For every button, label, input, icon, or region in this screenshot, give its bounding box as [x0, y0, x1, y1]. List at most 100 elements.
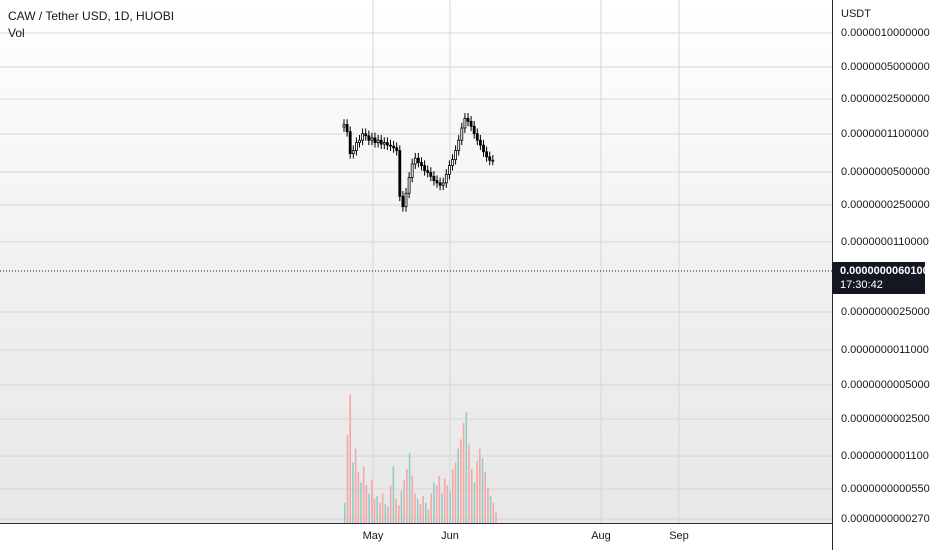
- volume-bar: [452, 469, 454, 523]
- price-axis-label: 0.0000002500000: [841, 93, 930, 105]
- volume-bar: [462, 423, 465, 523]
- time-axis-label: Aug: [591, 530, 611, 542]
- volume-bar: [414, 493, 416, 523]
- volume-bar: [476, 460, 478, 523]
- price-axis-label: 0.0000000005000: [841, 379, 930, 391]
- volume-bar: [473, 482, 476, 523]
- price-axis-label: 0.0000005000000: [841, 61, 930, 73]
- time-axis-label: Sep: [669, 530, 689, 542]
- volume-bar: [479, 448, 481, 523]
- volume-bar: [395, 498, 397, 523]
- volume-bar: [392, 466, 395, 523]
- candle-body: [367, 135, 371, 141]
- candle-body: [416, 157, 420, 163]
- volume-bar: [425, 502, 427, 523]
- volume-legend-label[interactable]: Vol: [8, 26, 25, 40]
- time-axis-label: Jun: [441, 530, 459, 542]
- candle-body: [438, 182, 442, 186]
- volume-bar: [443, 478, 446, 523]
- candle-body: [475, 133, 479, 141]
- volume-bar: [438, 475, 441, 523]
- candle-body: [444, 174, 448, 184]
- volume-bar: [379, 502, 381, 523]
- candle-body: [376, 139, 380, 144]
- candle-body: [472, 125, 476, 135]
- volume-bar: [346, 435, 349, 523]
- volume-bar: [360, 482, 362, 523]
- volume-bar: [484, 471, 486, 523]
- volume-bar: [416, 498, 419, 523]
- volume-bar: [446, 485, 449, 523]
- volume-bar: [344, 502, 346, 523]
- volume-bar: [362, 466, 365, 523]
- candle-body: [373, 137, 377, 144]
- candle-body: [469, 120, 473, 127]
- price-axis-label: 0.0000000011000: [841, 344, 929, 356]
- volume-bar: [427, 509, 430, 523]
- volume-bar: [352, 462, 354, 523]
- candle-body: [482, 144, 485, 153]
- candle-body: [429, 172, 433, 177]
- volume-bar: [419, 504, 422, 523]
- candle-body: [457, 139, 461, 152]
- volume-bar: [460, 439, 462, 523]
- candle-body: [454, 150, 458, 160]
- volume-bar: [487, 487, 489, 523]
- candle-body: [485, 151, 489, 158]
- volume-bar: [384, 504, 387, 523]
- volume-bar: [422, 496, 424, 523]
- candle-body: [447, 165, 451, 175]
- candle-body: [420, 162, 423, 166]
- volume-bar: [357, 471, 360, 523]
- candle-body: [342, 124, 346, 128]
- chart-area[interactable]: CAW / Tether USD, 1D, HUOBI Vol: [0, 0, 832, 523]
- price-axis-label: 0.0000000110000: [841, 236, 929, 248]
- candle-body: [460, 127, 464, 141]
- candle-body: [407, 177, 411, 194]
- candle-body: [389, 144, 392, 147]
- candle-body: [491, 159, 495, 162]
- volume-bar: [441, 493, 443, 523]
- candle-body: [364, 133, 368, 137]
- volume-bar: [430, 493, 432, 523]
- volume-bar: [398, 505, 400, 523]
- volume-bar: [481, 458, 484, 523]
- price-axis-label: 0.0000000001100: [841, 450, 929, 462]
- candle-body: [441, 182, 445, 186]
- price-chart[interactable]: [0, 0, 832, 523]
- last-price-tag: 0.0000000060100 17:30:42: [832, 262, 929, 294]
- volume-bar: [365, 485, 368, 523]
- volume-bar: [349, 394, 351, 523]
- volume-bar: [492, 502, 495, 523]
- price-axis-label: 0.0000000025000: [841, 306, 930, 318]
- volume-bar: [403, 479, 405, 523]
- candle-body: [395, 147, 399, 152]
- volume-bar: [368, 493, 370, 523]
- candle-body: [361, 133, 365, 141]
- candle-body: [354, 142, 358, 152]
- candle-body: [351, 150, 355, 155]
- price-axis-unit: USDT: [841, 8, 871, 20]
- candle-body: [478, 139, 482, 146]
- candle-body: [382, 142, 386, 145]
- candle-body: [345, 124, 349, 133]
- candle-body: [401, 195, 405, 208]
- volume-bar: [376, 496, 378, 523]
- time-axis-label: May: [362, 530, 384, 542]
- volume-bar: [371, 479, 373, 523]
- volume-bar: [411, 475, 414, 523]
- volume-bar: [457, 448, 459, 523]
- last-price-value: 0.0000000060100: [840, 265, 929, 277]
- candle-body: [404, 192, 408, 208]
- candle-body: [370, 137, 374, 141]
- candle-body: [451, 159, 454, 166]
- volume-bar: [465, 412, 468, 523]
- volume-bar: [495, 512, 497, 523]
- volume-bar: [406, 469, 408, 523]
- volume-bar: [408, 452, 411, 523]
- bar-countdown: 17:30:42: [840, 279, 883, 291]
- chart-legend-title[interactable]: CAW / Tether USD, 1D, HUOBI: [8, 9, 175, 23]
- price-axis-label: 0.0000000000550: [841, 483, 930, 495]
- volume-bar: [354, 448, 357, 523]
- time-axis[interactable]: May Jun Aug Sep: [0, 523, 832, 550]
